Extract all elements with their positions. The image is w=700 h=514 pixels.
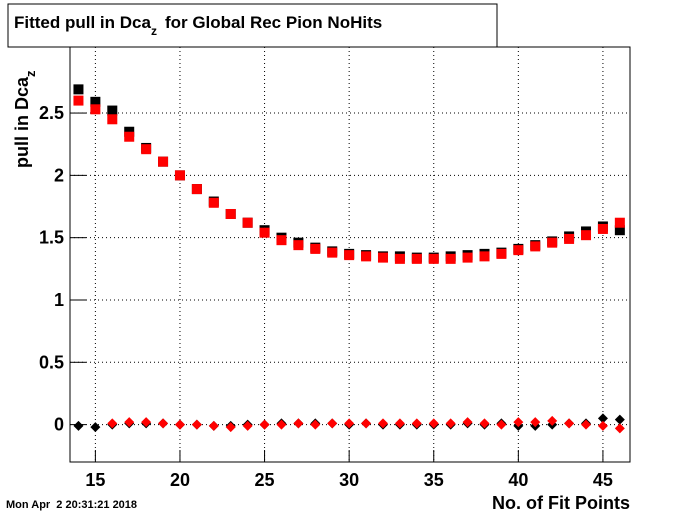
marker-square (293, 240, 304, 251)
y-tick-label: 2.5 (39, 103, 64, 123)
marker-square (158, 156, 169, 167)
chart-title: Fitted pull in Dcaz for Global Rec Pion N… (14, 13, 382, 38)
marker-diamond (90, 422, 101, 433)
marker-diamond (547, 415, 558, 426)
y-axis-title: pull in Dcaz (12, 70, 38, 168)
marker-diamond (208, 420, 219, 431)
marker-square (614, 225, 625, 236)
y-title-text: pull in Dca (12, 76, 32, 168)
marker-square (73, 95, 84, 106)
marker-square (377, 252, 388, 263)
y-tick-label: 0 (54, 415, 64, 435)
marker-diamond (310, 419, 321, 430)
marker-square (90, 104, 101, 115)
marker-diamond (174, 419, 185, 430)
marker-square (107, 114, 118, 125)
marker-square (394, 253, 405, 264)
marker-diamond (614, 414, 625, 425)
marker-square (462, 252, 473, 263)
y-tick-label: 1 (54, 290, 64, 310)
marker-square (597, 223, 608, 234)
marker-square (479, 251, 490, 262)
marker-square (90, 96, 101, 107)
marker-square (225, 208, 236, 219)
marker-diamond (428, 418, 439, 429)
marker-square (174, 170, 185, 181)
title-text: Fitted pull in Dca (14, 13, 151, 32)
title-sub: z (151, 24, 157, 38)
marker-square (547, 237, 558, 248)
marker-diamond (276, 419, 287, 430)
marker-diamond (597, 420, 608, 431)
marker-diamond (496, 419, 507, 430)
marker-diamond (327, 418, 338, 429)
marker-diamond (73, 420, 84, 431)
marker-square (428, 253, 439, 264)
marker-square (327, 247, 338, 258)
marker-diamond (124, 417, 135, 428)
marker-square (141, 144, 152, 155)
marker-diamond (344, 418, 355, 429)
title-box (7, 3, 498, 48)
marker-diamond (141, 417, 152, 428)
marker-square (614, 217, 625, 228)
marker-diamond (513, 417, 524, 428)
marker-diamond (597, 413, 608, 424)
marker-diamond (411, 418, 422, 429)
timestamp: Mon Apr 2 20:31:21 2018 (6, 499, 137, 511)
marker-diamond (564, 418, 575, 429)
marker-square (530, 241, 541, 252)
y-tick-label: 0.5 (39, 352, 64, 372)
marker-square (344, 250, 355, 261)
marker-diamond (462, 417, 473, 428)
marker-square (242, 217, 253, 228)
x-tick-label: 40 (508, 470, 528, 490)
marker-diamond (191, 419, 202, 430)
y-title-sub: z (23, 70, 38, 77)
marker-square (259, 227, 270, 238)
marker-diamond (394, 418, 405, 429)
marker-square (124, 131, 135, 142)
marker-diamond (581, 419, 592, 430)
title-rest: for Global Rec Pion NoHits (165, 13, 382, 32)
marker-square (513, 245, 524, 256)
marker-diamond (445, 418, 456, 429)
marker-square (73, 84, 84, 95)
x-tick-label: 15 (85, 470, 105, 490)
x-axis-title: No. of Fit Points (492, 493, 630, 513)
y-tick-label: 2 (54, 165, 64, 185)
x-tick-label: 35 (424, 470, 444, 490)
marker-diamond (614, 423, 625, 434)
marker-diamond (293, 418, 304, 429)
x-tick-label: 30 (339, 470, 359, 490)
marker-diamond (242, 420, 253, 431)
marker-diamond (158, 418, 169, 429)
marker-diamond (225, 422, 236, 433)
marker-diamond (361, 418, 372, 429)
marker-square (276, 235, 287, 246)
marker-diamond (259, 419, 270, 430)
marker-square (564, 233, 575, 244)
marker-diamond (530, 417, 541, 428)
marker-square (496, 248, 507, 259)
x-tick-label: 45 (593, 470, 613, 490)
x-tick-label: 25 (255, 470, 275, 490)
y-tick-label: 1.5 (39, 228, 64, 248)
marker-square (191, 184, 202, 195)
marker-square (310, 243, 321, 254)
marker-square (445, 253, 456, 264)
marker-diamond (107, 418, 118, 429)
marker-square (411, 253, 422, 264)
marker-square (208, 197, 219, 208)
marker-diamond (479, 418, 490, 429)
marker-diamond (377, 418, 388, 429)
plot-frame (69, 46, 631, 463)
marker-square (581, 230, 592, 241)
marker-square (361, 251, 372, 262)
x-tick-label: 20 (170, 470, 190, 490)
marker-square (107, 105, 118, 116)
